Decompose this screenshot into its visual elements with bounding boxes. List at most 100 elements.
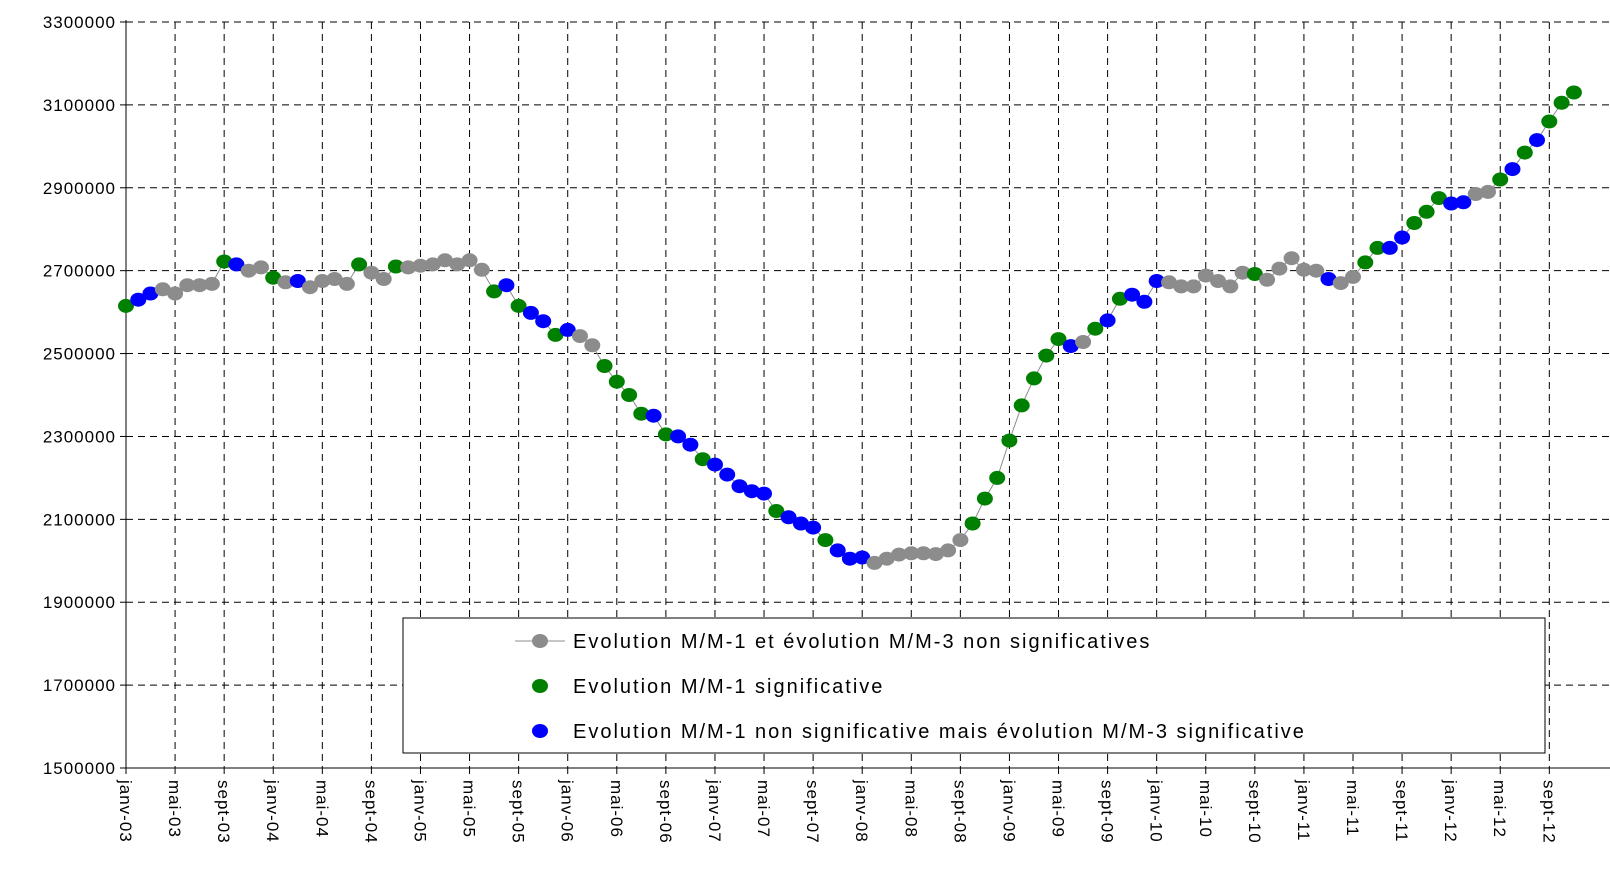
data-point-blue xyxy=(1136,294,1153,309)
legend-box xyxy=(402,617,1546,754)
x-axis-ticks: janv-03 mai-03 sept-03 janv-04 mai-04 sept-04… xyxy=(116,768,1558,844)
x-tick-label: mai-03 xyxy=(165,780,184,838)
data-point-gray xyxy=(240,263,257,278)
data-point-gray xyxy=(1283,251,1300,266)
legend-label-green: Evolution M/M-1 significative xyxy=(573,676,884,698)
data-point-blue xyxy=(130,292,147,307)
y-tick-label: 1500000 xyxy=(43,759,116,778)
data-point-blue xyxy=(1099,313,1116,328)
data-point-green xyxy=(964,516,981,531)
data-point-blue xyxy=(841,551,858,566)
data-point-gray xyxy=(1332,276,1349,291)
data-point-green xyxy=(1369,240,1386,255)
legend: Evolution M/M-1 et évolution M/M-3 non s… xyxy=(402,617,1546,754)
y-tick-label: 2500000 xyxy=(43,345,116,364)
data-point-green xyxy=(1111,291,1128,306)
data-point-gray xyxy=(1271,261,1288,276)
data-point-gray xyxy=(1173,279,1190,294)
data-point-gray xyxy=(952,533,969,548)
data-point-blue xyxy=(1148,274,1165,288)
data-point-blue xyxy=(1529,133,1545,148)
x-tick-label: janv-03 xyxy=(116,779,135,843)
data-point-gray xyxy=(461,253,478,268)
data-point-blue xyxy=(522,305,539,320)
x-tick-label: sept-12 xyxy=(1539,780,1558,844)
data-point-gray xyxy=(940,543,957,558)
data-point-gray xyxy=(449,257,466,272)
data-point-gray xyxy=(927,547,944,562)
data-point-green xyxy=(768,504,785,518)
data-point-blue xyxy=(1455,195,1472,210)
y-tick-label: 3300000 xyxy=(43,13,116,32)
data-point-green xyxy=(1050,332,1067,347)
x-tick-label: mai-04 xyxy=(312,780,331,838)
data-point-gray xyxy=(338,276,355,291)
data-point-green xyxy=(351,257,368,272)
data-point-gray xyxy=(891,547,907,562)
data-point-green xyxy=(1246,267,1263,281)
data-point-gray xyxy=(866,555,883,570)
data-point-green xyxy=(265,270,282,285)
x-tick-label: mai-05 xyxy=(460,780,479,838)
data-point-green xyxy=(547,327,564,342)
data-point-gray xyxy=(572,329,588,344)
data-point-blue xyxy=(756,486,772,501)
data-point-gray xyxy=(363,265,380,280)
data-point-blue xyxy=(670,429,687,444)
data-point-blue xyxy=(682,437,699,452)
data-point-blue xyxy=(1381,240,1398,255)
data-point-blue xyxy=(792,516,809,531)
data-point-gray xyxy=(302,280,318,295)
data-point-green xyxy=(1013,398,1030,413)
data-point-gray xyxy=(154,282,171,297)
data-point-green xyxy=(1541,114,1558,129)
data-point-blue xyxy=(228,257,245,272)
x-tick-label: janv-11 xyxy=(1294,779,1313,842)
x-tick-label: sept-03 xyxy=(214,780,233,844)
data-point-blue xyxy=(743,484,760,499)
data-point-gray xyxy=(326,272,343,286)
data-point-green xyxy=(608,374,625,389)
data-point-blue xyxy=(1062,339,1079,354)
legend-gray-marker xyxy=(532,634,548,648)
data-point-gray xyxy=(1308,263,1325,278)
axes xyxy=(125,20,1610,769)
data-point-gray xyxy=(473,262,490,277)
y-tick-label: 2700000 xyxy=(43,262,116,281)
data-point-gray xyxy=(1345,269,1361,284)
x-tick-label: sept-05 xyxy=(509,780,528,844)
x-tick-label: janv-05 xyxy=(410,779,429,843)
x-tick-label: janv-06 xyxy=(558,779,577,843)
data-point-gray xyxy=(1197,268,1214,283)
data-point-blue xyxy=(1504,162,1521,177)
data-point-gray xyxy=(277,275,294,290)
data-point-blue xyxy=(645,408,662,423)
data-point-blue xyxy=(719,467,736,482)
data-point-blue xyxy=(498,278,515,293)
data-point-blue xyxy=(1124,287,1141,302)
data-point-green xyxy=(694,452,711,467)
data-point-green xyxy=(1087,321,1104,336)
data-point-gray xyxy=(253,260,269,275)
y-tick-label: 1900000 xyxy=(43,593,116,612)
legend-label-blue: Evolution M/M-1 non significative mais é… xyxy=(573,721,1306,743)
x-tick-label: janv-07 xyxy=(705,779,724,843)
data-point-green xyxy=(1516,145,1533,160)
x-tick-label: sept-08 xyxy=(950,780,969,844)
x-tick-label: janv-04 xyxy=(263,779,282,843)
data-point-blue xyxy=(1394,230,1411,245)
data-point-gray xyxy=(412,258,429,273)
data-point-gray xyxy=(1295,262,1312,277)
data-point-green xyxy=(1565,85,1582,100)
data-point-blue xyxy=(1320,272,1337,286)
data-point-blue xyxy=(780,510,797,525)
data-point-gray xyxy=(903,546,920,561)
legend-blue-marker xyxy=(532,724,548,738)
data-point-green xyxy=(1430,191,1447,206)
data-point-blue xyxy=(289,274,306,288)
x-tick-label: mai-11 xyxy=(1343,780,1362,837)
y-tick-label: 2100000 xyxy=(43,510,116,529)
x-tick-label: sept-07 xyxy=(803,780,822,844)
x-tick-label: sept-10 xyxy=(1245,780,1264,844)
data-point-green xyxy=(118,298,134,313)
